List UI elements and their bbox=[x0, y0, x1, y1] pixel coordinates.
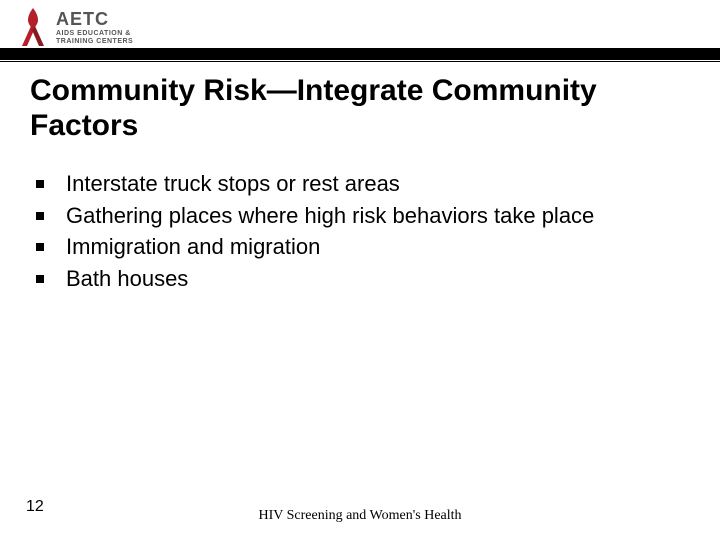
bullet-icon bbox=[36, 180, 44, 188]
footer-caption: HIV Screening and Women's Health bbox=[0, 508, 720, 524]
bullet-text: Immigration and migration bbox=[66, 232, 320, 262]
bullet-icon bbox=[36, 212, 44, 220]
bullet-list: Interstate truck stops or rest areas Gat… bbox=[36, 169, 680, 294]
header-bar bbox=[0, 48, 720, 60]
header-line bbox=[0, 61, 720, 62]
ribbon-icon bbox=[18, 6, 48, 48]
list-item: Immigration and migration bbox=[36, 232, 680, 262]
logo-tagline-1: AIDS EDUCATION & bbox=[56, 30, 133, 38]
bullet-icon bbox=[36, 275, 44, 283]
logo-acronym: AETC bbox=[56, 9, 133, 30]
bullet-text: Gathering places where high risk behavio… bbox=[66, 201, 594, 231]
slide-title: Community Risk—Integrate Community Facto… bbox=[30, 74, 694, 143]
bullet-text: Interstate truck stops or rest areas bbox=[66, 169, 400, 199]
list-item: Gathering places where high risk behavio… bbox=[36, 201, 680, 231]
bullet-text: Bath houses bbox=[66, 264, 188, 294]
slide: AETC AIDS EDUCATION & TRAINING CENTERS C… bbox=[0, 0, 720, 540]
logo: AETC AIDS EDUCATION & TRAINING CENTERS bbox=[18, 6, 133, 48]
logo-tagline-2: TRAINING CENTERS bbox=[56, 38, 133, 46]
slide-header: AETC AIDS EDUCATION & TRAINING CENTERS bbox=[0, 0, 720, 62]
list-item: Interstate truck stops or rest areas bbox=[36, 169, 680, 199]
bullet-icon bbox=[36, 243, 44, 251]
logo-text: AETC AIDS EDUCATION & TRAINING CENTERS bbox=[56, 9, 133, 45]
list-item: Bath houses bbox=[36, 264, 680, 294]
